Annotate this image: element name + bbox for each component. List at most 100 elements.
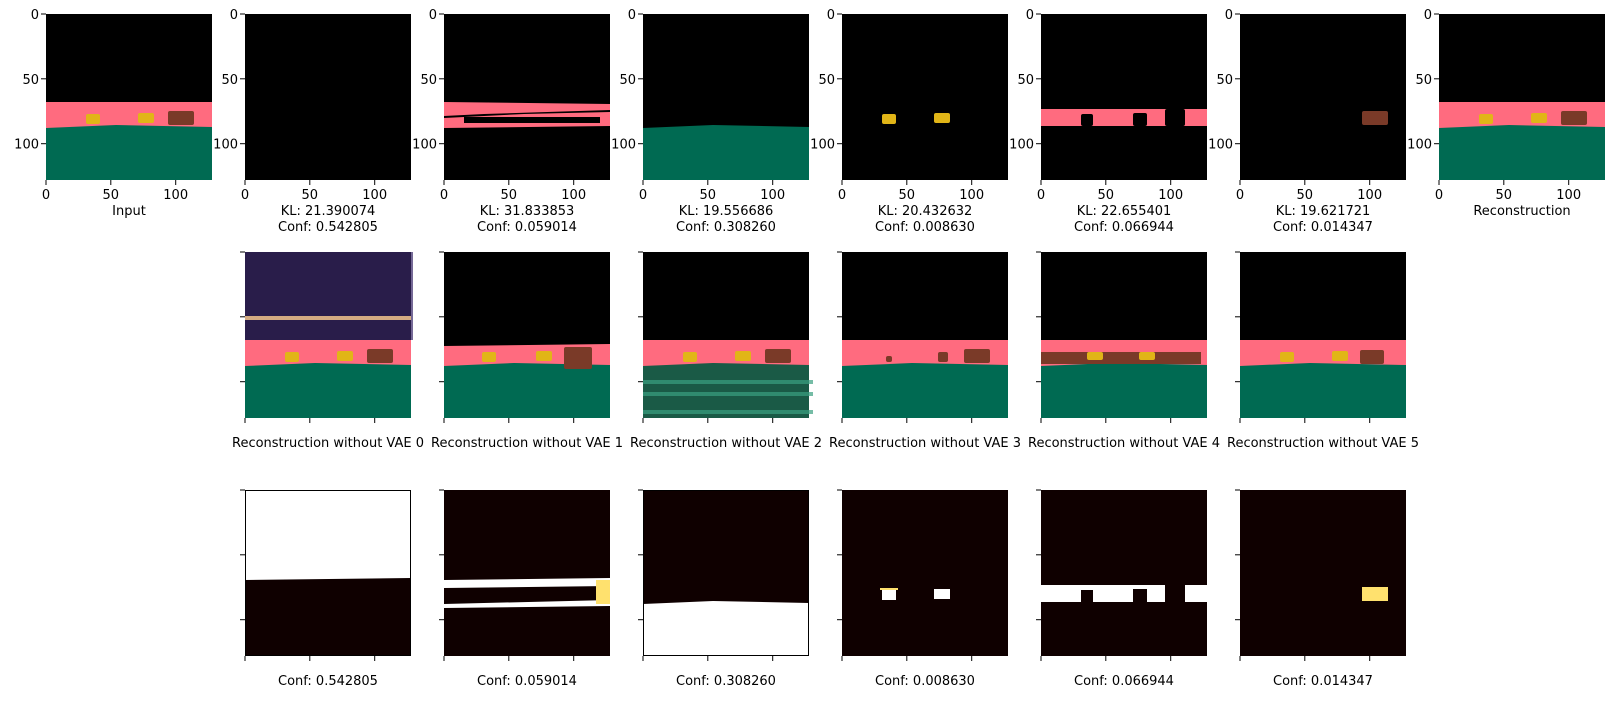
- yellow-object: [735, 351, 751, 361]
- y-tick-label: 100: [1208, 138, 1233, 153]
- noise-cell: [341, 300, 349, 308]
- noise-cell: [693, 392, 703, 396]
- noise-cell: [389, 332, 397, 340]
- y-tick-label: 100: [1407, 138, 1432, 153]
- yellow-object: [86, 114, 100, 124]
- x-tick-label: 0: [639, 188, 647, 203]
- noise-cell: [341, 276, 349, 284]
- noise-cell: [253, 292, 261, 300]
- noise-cell: [301, 260, 309, 268]
- noise-cell: [309, 300, 317, 308]
- brown-object: [564, 347, 592, 369]
- noise-cell: [277, 276, 285, 284]
- noise-cell: [261, 284, 269, 292]
- noise-cell: [389, 268, 397, 276]
- reconstruction-label: Reconstruction: [1473, 204, 1570, 219]
- reconstruction-without-vae-4: Reconstruction without VAE 4: [1028, 251, 1220, 451]
- noise-cell: [349, 284, 357, 292]
- kl-value: KL: 19.621721: [1276, 204, 1371, 219]
- noise-cell: [309, 252, 317, 260]
- heatmap-high: [444, 600, 610, 608]
- noise-cell: [397, 332, 405, 340]
- noise-cell: [683, 392, 693, 396]
- reconstruction-without-vae-label: Reconstruction without VAE 5: [1227, 436, 1419, 451]
- x-tick-label: 50: [1098, 188, 1115, 203]
- noise-cell: [269, 332, 277, 340]
- noise-cell: [381, 332, 389, 340]
- noise-cell: [277, 268, 285, 276]
- noise-cell: [397, 292, 405, 300]
- noise-cell: [743, 410, 753, 414]
- conf-value: Conf: 0.059014: [477, 220, 577, 235]
- kl-value: KL: 22.655401: [1077, 204, 1172, 219]
- y-tick-label: 0: [230, 8, 238, 23]
- noise-cell: [373, 260, 381, 268]
- noise-cell: [365, 308, 373, 316]
- noise-cell: [261, 308, 269, 316]
- noise-cell: [373, 268, 381, 276]
- noise-cell: [349, 300, 357, 308]
- heatmap-low: [1165, 585, 1185, 602]
- floor-region: [1041, 363, 1207, 418]
- noise-cell: [325, 276, 333, 284]
- reconstruction-without-vae-label: Reconstruction without VAE 2: [630, 436, 822, 451]
- noise-cell: [713, 392, 723, 396]
- noise-cell: [309, 268, 317, 276]
- noise-cell: [245, 276, 253, 284]
- x-tick-label: 50: [1496, 188, 1513, 203]
- noise-cell: [325, 292, 333, 300]
- noise-cell: [397, 276, 405, 284]
- heatmap-base: [1240, 490, 1406, 656]
- noise-cell: [285, 260, 293, 268]
- noise-cell: [341, 324, 349, 332]
- y-tick-label: 0: [628, 8, 636, 23]
- x-tick-label: 100: [1556, 188, 1581, 203]
- reconstruction-without-vae-3: Reconstruction without VAE 3: [829, 251, 1021, 451]
- reconstruction-without-vae-1: Reconstruction without VAE 1: [431, 251, 623, 451]
- noise-cell: [405, 276, 413, 284]
- noise-cell: [253, 284, 261, 292]
- noise-cell: [673, 380, 683, 384]
- noise-cell: [333, 268, 341, 276]
- noise-cell: [261, 260, 269, 268]
- noise-cell: [245, 260, 253, 268]
- noise-cell: [285, 300, 293, 308]
- noise-cell: [405, 324, 413, 332]
- noise-cell: [309, 260, 317, 268]
- heatmap-high: [643, 601, 809, 656]
- noise-cell: [373, 276, 381, 284]
- gap-region: [464, 117, 600, 123]
- noise-cell: [389, 252, 397, 260]
- noise-cell: [405, 292, 413, 300]
- noise-cell: [325, 268, 333, 276]
- noise-cell: [333, 284, 341, 292]
- yellow-object: [1332, 351, 1348, 361]
- noise-cell: [293, 284, 301, 292]
- noise-cell: [325, 308, 333, 316]
- y-tick-label: 50: [1415, 73, 1432, 88]
- y-tick-label: 100: [412, 138, 437, 153]
- floor-region: [1240, 363, 1406, 418]
- brown-object: [1362, 111, 1388, 125]
- noise-cell: [325, 260, 333, 268]
- noise-cell: [293, 308, 301, 316]
- noise-cell: [253, 268, 261, 276]
- noise-cell: [381, 324, 389, 332]
- noise-cell: [253, 308, 261, 316]
- x-tick-label: 0: [1236, 188, 1244, 203]
- heatmap-base: [444, 490, 610, 656]
- noise-cell: [723, 410, 733, 414]
- noise-cell: [245, 268, 253, 276]
- noise-cell: [301, 332, 309, 340]
- noise-cell: [673, 410, 683, 414]
- yellow-object: [138, 113, 154, 123]
- noise-cell: [285, 284, 293, 292]
- noise-cell: [309, 284, 317, 292]
- noise-cell: [405, 332, 413, 340]
- yellow-object: [934, 113, 950, 123]
- heatmap-base: [842, 490, 1008, 656]
